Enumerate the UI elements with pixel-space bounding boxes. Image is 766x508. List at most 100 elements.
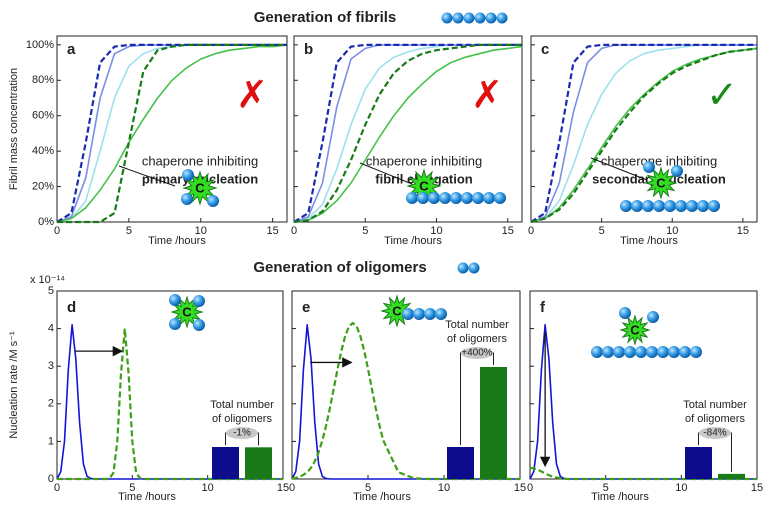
- monomer-icon: [690, 346, 702, 358]
- inset-title: of oligomers: [447, 333, 507, 345]
- monomer-icon: [169, 318, 181, 330]
- inset-bar: [245, 447, 272, 479]
- data-line: [530, 43, 757, 223]
- y-tick-label: 60%: [32, 110, 54, 122]
- y-tick-label: 20%: [32, 180, 54, 192]
- data-line: [57, 327, 283, 481]
- panel-label: d: [67, 299, 76, 316]
- monomer-icon: [450, 192, 462, 204]
- inset-title: Total number: [683, 399, 747, 411]
- monomer-icon: [424, 308, 436, 320]
- monomer-icon: [402, 308, 414, 320]
- monomer-icon: [686, 200, 698, 212]
- chaperone-label: C: [630, 322, 640, 337]
- data-line: [291, 321, 520, 481]
- monomer-icon: [653, 200, 665, 212]
- data-line: [293, 45, 523, 223]
- plot-frame: [530, 35, 758, 223]
- verdict-mark: ✗: [236, 73, 268, 117]
- chaperone-label: C: [182, 304, 192, 319]
- y-tick-label: 3: [48, 360, 54, 372]
- y-tick-label: 4: [48, 323, 54, 335]
- monomer-icon: [435, 308, 447, 320]
- x-axis-label: Time /hours: [353, 491, 411, 503]
- x-tick-label: 10: [438, 482, 450, 494]
- x-tick-label: 0: [528, 225, 534, 237]
- inset-bar: [685, 447, 712, 479]
- y-tick-label: 0%: [38, 216, 54, 228]
- y-multiplier: x 10⁻¹⁴: [30, 274, 65, 286]
- x-axis-label: Time /hours: [620, 235, 678, 247]
- monomer-icon: [483, 192, 495, 204]
- inset-bar: [718, 473, 745, 479]
- annotation: chaperone inhibiting: [366, 153, 482, 168]
- chaperone-label: C: [195, 180, 205, 195]
- inset-bar: [447, 447, 474, 479]
- monomer-icon: [671, 165, 683, 177]
- data-line: [57, 43, 287, 224]
- monomer-icon: [613, 346, 625, 358]
- panel-label: e: [302, 299, 310, 316]
- panel-label: a: [67, 41, 76, 58]
- monomer-icon: [668, 346, 680, 358]
- monomer-icon: [643, 161, 655, 173]
- x-tick-label: 5: [129, 482, 135, 494]
- x-tick-label: 10: [195, 225, 207, 237]
- x-tick-label: 5: [603, 482, 609, 494]
- plot-frame: [56, 35, 288, 223]
- x-tick-label: 5: [362, 225, 368, 237]
- monomer-icon: [485, 12, 497, 24]
- monomer-icon: [664, 200, 676, 212]
- monomer-icon: [635, 346, 647, 358]
- panel-label: b: [304, 41, 313, 58]
- inset-label: -84%: [703, 428, 726, 439]
- verdict-mark: ✓: [706, 73, 738, 117]
- monomer-icon: [441, 12, 453, 24]
- monomer-icon: [463, 12, 475, 24]
- monomer-icon: [646, 346, 658, 358]
- x-tick-label: 10: [430, 225, 442, 237]
- x-tick-label: 0: [54, 225, 60, 237]
- plot-frame: [529, 290, 758, 480]
- inset-title: Total number: [445, 319, 509, 331]
- annotation: chaperone inhibiting: [142, 153, 258, 168]
- x-axis-label: Time /hours: [118, 491, 176, 503]
- x-tick-label: 0: [54, 482, 60, 494]
- pointer-line: [590, 157, 648, 181]
- inset-title: of oligomers: [212, 413, 272, 425]
- monomer-icon: [602, 346, 614, 358]
- x-axis-label: Time /hours: [148, 235, 206, 247]
- monomer-icon: [461, 192, 473, 204]
- data-line: [293, 43, 522, 224]
- x-tick-label: 15: [751, 482, 763, 494]
- monomer-icon: [193, 319, 205, 331]
- x-tick-label: 0: [291, 225, 297, 237]
- x-tick-label: 15: [514, 482, 526, 494]
- x-tick-label: 15: [277, 482, 289, 494]
- monomer-icon: [619, 307, 631, 319]
- monomer-icon: [679, 346, 691, 358]
- x-tick-label: 10: [666, 225, 678, 237]
- monomer-icon: [697, 200, 709, 212]
- monomer-icon: [193, 295, 205, 307]
- y-axis-label: Fibril mass concentration: [8, 68, 20, 190]
- monomer-icon: [494, 192, 506, 204]
- chaperone-label: C: [392, 303, 402, 318]
- x-tick-label: 5: [365, 482, 371, 494]
- x-tick-label: 0: [289, 482, 295, 494]
- y-tick-label: 5: [48, 285, 54, 297]
- inset-bar: [212, 447, 239, 479]
- chaperone-icon: [619, 314, 651, 346]
- monomer-icon: [496, 12, 508, 24]
- inset-label-bg: [461, 347, 493, 359]
- section-title: Generation of fibrils: [254, 9, 397, 26]
- data-line: [529, 466, 757, 481]
- monomer-icon: [207, 195, 219, 207]
- y-tick-label: 2: [48, 398, 54, 410]
- monomer-icon: [631, 200, 643, 212]
- chaperone-label: C: [419, 178, 429, 193]
- data-line: [530, 47, 758, 223]
- data-line: [56, 44, 288, 223]
- monomer-icon: [472, 192, 484, 204]
- inset-label: -1%: [233, 428, 251, 439]
